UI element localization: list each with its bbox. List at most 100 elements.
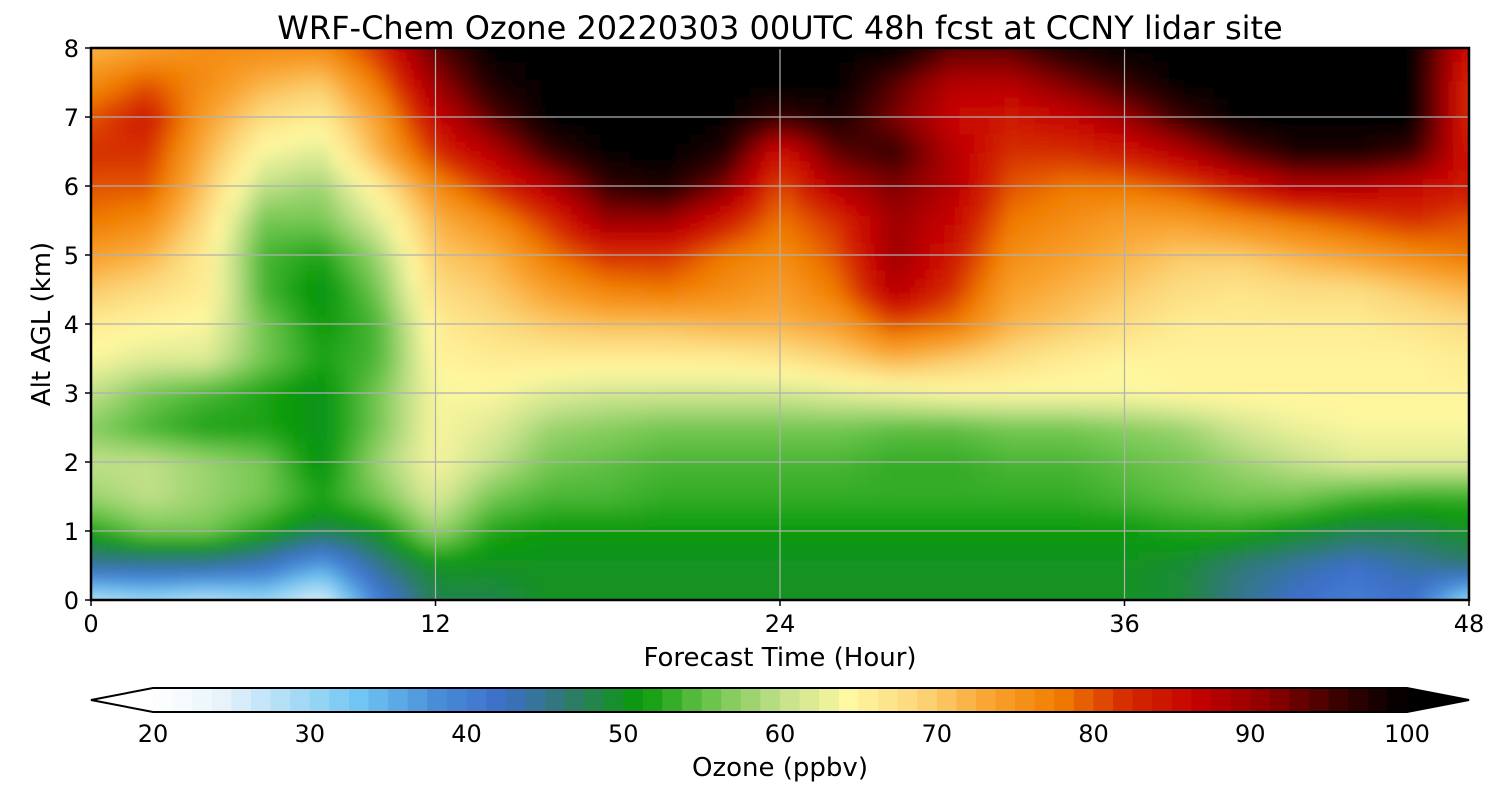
- heatmap-cell: [929, 88, 946, 99]
- heatmap-cell: [1153, 387, 1170, 398]
- heatmap-cell: [271, 88, 288, 99]
- heatmap-cell: [1168, 305, 1185, 316]
- heatmap-cell: [1123, 577, 1140, 588]
- heatmap-cell: [705, 52, 721, 63]
- heatmap-cell: [1183, 342, 1200, 352]
- heatmap-cell: [1108, 296, 1125, 307]
- heatmap-cell: [630, 70, 647, 81]
- heatmap-cell: [765, 514, 781, 525]
- heatmap-cell: [899, 242, 916, 253]
- heatmap-cell: [226, 242, 243, 253]
- heatmap-cell: [122, 170, 138, 180]
- heatmap-cell: [406, 296, 422, 307]
- heatmap-cell: [570, 468, 587, 479]
- heatmap-cell: [301, 269, 318, 280]
- heatmap-cell: [809, 432, 826, 443]
- heatmap-cell: [794, 215, 811, 226]
- heatmap-cell: [346, 215, 363, 226]
- heatmap-cell: [361, 251, 378, 262]
- heatmap-cell: [1123, 314, 1140, 325]
- heatmap-cell: [466, 305, 482, 316]
- heatmap-cell: [540, 296, 557, 307]
- heatmap-cell: [152, 505, 168, 515]
- heatmap-cell: [555, 48, 572, 54]
- heatmap-cell: [1094, 369, 1110, 380]
- heatmap-cell: [854, 179, 871, 189]
- heatmap-cell: [765, 505, 781, 515]
- heatmap-cell: [944, 61, 961, 72]
- heatmap-cell: [1138, 61, 1155, 72]
- heatmap-cell: [1064, 97, 1080, 108]
- heatmap-cell: [436, 215, 452, 226]
- heatmap-cell: [675, 459, 692, 470]
- heatmap-cell: [630, 541, 647, 552]
- heatmap-cell: [62, 559, 78, 569]
- heatmap-cell: [1019, 305, 1035, 316]
- heatmap-cell: [824, 242, 841, 253]
- heatmap-cell: [1108, 559, 1125, 570]
- heatmap-cell: [495, 88, 512, 99]
- heatmap-cell: [765, 595, 781, 600]
- heatmap-cell: [1168, 432, 1185, 443]
- heatmap-cell: [525, 251, 542, 262]
- heatmap-cell: [1034, 314, 1050, 325]
- heatmap-cell: [884, 233, 901, 244]
- heatmap-cell: [884, 387, 901, 398]
- heatmap-cell: [1004, 52, 1021, 63]
- heatmap-cell: [466, 423, 482, 434]
- heatmap-cell: [989, 260, 1006, 271]
- heatmap-cell: [555, 251, 572, 262]
- heatmap-cell: [256, 396, 273, 407]
- heatmap-cell: [346, 505, 363, 515]
- heatmap-cell: [301, 151, 318, 162]
- heatmap-cell: [1094, 215, 1110, 226]
- heatmap-cell: [899, 586, 916, 597]
- heatmap-cell: [929, 333, 946, 343]
- heatmap-cell: [705, 396, 721, 407]
- heatmap-cell: [750, 160, 766, 171]
- heatmap-cell: [585, 324, 602, 334]
- heatmap-cell: [600, 396, 617, 407]
- heatmap-cell: [780, 79, 796, 90]
- heatmap-cell: [286, 559, 303, 570]
- heatmap-cell: [809, 450, 826, 461]
- heatmap-cell: [1169, 605, 1185, 615]
- heatmap-cell: [854, 197, 871, 208]
- heatmap-cell: [1049, 559, 1065, 570]
- heatmap-cell: [152, 88, 168, 99]
- heatmap-cell: [256, 314, 273, 325]
- heatmap-cell: [1094, 251, 1110, 262]
- heatmap-cell: [391, 514, 407, 525]
- heatmap-cell: [211, 487, 228, 497]
- heatmap-cell: [301, 487, 318, 497]
- heatmap-cell: [286, 142, 303, 153]
- heatmap-cell: [1034, 523, 1050, 534]
- heatmap-cell: [361, 115, 378, 126]
- heatmap-cell: [690, 595, 707, 600]
- heatmap-cell: [1079, 342, 1095, 352]
- heatmap-cell: [720, 197, 736, 208]
- heatmap-cell: [765, 224, 781, 235]
- heatmap-cell: [1123, 405, 1140, 416]
- heatmap-cell: [211, 269, 228, 280]
- heatmap-cell: [854, 523, 871, 534]
- heatmap-cell: [765, 477, 781, 488]
- heatmap-cell: [331, 170, 348, 180]
- heatmap-cell: [211, 215, 228, 226]
- heatmap-cell: [540, 459, 557, 470]
- heatmap-cell: [1153, 133, 1170, 144]
- heatmap-cell: [406, 48, 422, 54]
- heatmap-cell: [660, 287, 677, 298]
- heatmap-cell: [406, 224, 422, 235]
- heatmap-cell: [1138, 477, 1155, 488]
- heatmap-cell: [809, 396, 826, 407]
- heatmap-cell: [166, 586, 183, 597]
- heatmap-cell: [809, 224, 826, 235]
- heatmap-cell: [899, 287, 916, 298]
- heatmap-cell: [1064, 550, 1080, 561]
- heatmap-cell: [480, 333, 497, 343]
- heatmap-cell: [301, 52, 318, 63]
- heatmap-cell: [211, 514, 228, 525]
- heatmap-cell: [181, 52, 198, 63]
- heatmap-cell: [750, 70, 766, 81]
